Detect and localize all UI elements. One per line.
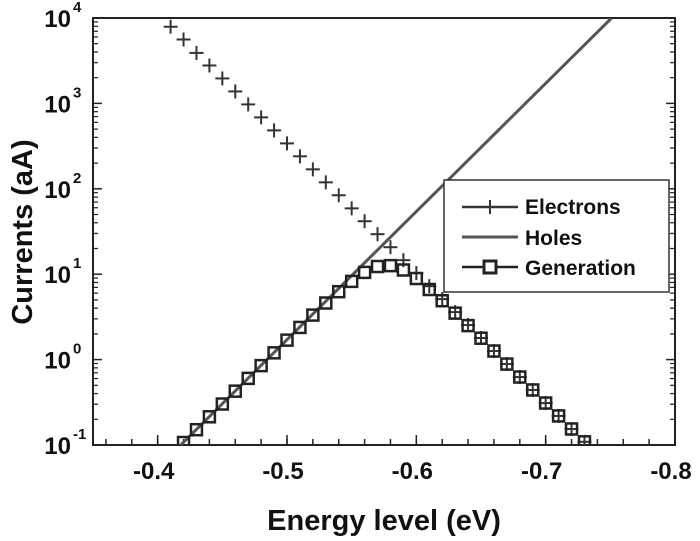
holes-line [178, 18, 613, 445]
generation-point [448, 306, 462, 320]
y-tick-exponent: 1 [73, 255, 81, 272]
y-tick-label: 10 [44, 91, 71, 118]
generation-point [461, 318, 475, 333]
generation-point [396, 263, 411, 277]
electrons-point [318, 175, 333, 190]
electrons-point [331, 188, 346, 203]
generation-point [383, 258, 398, 273]
generation-point [357, 265, 372, 280]
y-tick-exponent: 0 [73, 341, 81, 358]
generation-point [538, 396, 553, 410]
electrons-point [305, 162, 320, 177]
plot-frame [92, 17, 676, 446]
y-tick-label: 10 [44, 6, 71, 33]
electrons-point [228, 84, 243, 99]
series-generation [176, 258, 592, 445]
electrons-point [383, 240, 398, 255]
generation-point [474, 331, 488, 345]
electrons-point [292, 149, 307, 164]
generation-point [487, 344, 501, 358]
legend-sample-electrons-marker [483, 200, 497, 214]
generation-point [331, 284, 346, 299]
legend-label-holes: Holes [525, 227, 582, 250]
y-tick-exponent: 3 [73, 84, 81, 101]
generation-point [293, 320, 307, 335]
y-tick-label: 10 [44, 348, 71, 375]
electrons-point [215, 71, 230, 86]
x-tick-label: -0.4 [133, 458, 175, 485]
y-tick-label: 10 [44, 177, 71, 204]
electrons-point [163, 19, 178, 34]
generation-point [525, 383, 540, 397]
generation-point [215, 397, 230, 411]
electrons-point [344, 201, 359, 216]
generation-point [409, 271, 424, 286]
y-tick-label: 10 [44, 262, 71, 289]
electrons-point [357, 214, 372, 229]
generation-point [422, 282, 437, 297]
electrons-point [202, 58, 217, 73]
y-tick-label: 10 [44, 433, 71, 460]
generation-point [319, 296, 333, 310]
generation-point [189, 422, 204, 437]
series-group [163, 18, 613, 445]
generation-point [176, 435, 191, 445]
generation-point [435, 293, 449, 308]
generation-point [280, 333, 294, 347]
generation-point [564, 422, 579, 436]
electrons-point [267, 123, 282, 138]
generation-point [500, 357, 514, 371]
electrons-point [189, 45, 204, 60]
electrons-point [241, 97, 256, 112]
generation-point [202, 410, 217, 424]
legend-sample-generation-marker [482, 259, 498, 275]
y-tick-exponent: 2 [73, 170, 81, 187]
electrons-point [280, 136, 294, 151]
generation-point [551, 409, 566, 423]
legend: Electrons Holes Generation [443, 179, 670, 293]
generation-point [241, 371, 255, 386]
generation-point [267, 346, 281, 360]
x-tick-label: -0.7 [521, 458, 562, 485]
x-axis-title: Energy level (eV) [267, 505, 501, 537]
y-axis-title: Currents (aA) [7, 139, 39, 324]
plot-area [163, 18, 613, 445]
legend-label-electrons: Electrons [525, 196, 621, 219]
generation-point [306, 308, 320, 322]
generation-point [228, 384, 243, 398]
generation-point [344, 274, 359, 289]
generation-point [254, 358, 268, 373]
y-tick-exponent: 4 [73, 0, 82, 16]
generation-point [577, 435, 592, 445]
generation-point [513, 370, 527, 384]
electrons-point [254, 110, 269, 125]
electrons-point [176, 32, 191, 47]
x-tick-label: -0.6 [392, 458, 433, 485]
legend-label-generation: Generation [525, 257, 636, 280]
x-tick-label: -0.5 [262, 458, 303, 485]
generation-point [370, 259, 385, 274]
series-holes [178, 18, 613, 445]
x-tick-label: -0.8 [650, 458, 691, 485]
electrons-point [370, 227, 385, 242]
y-tick-exponent: -1 [73, 426, 86, 443]
